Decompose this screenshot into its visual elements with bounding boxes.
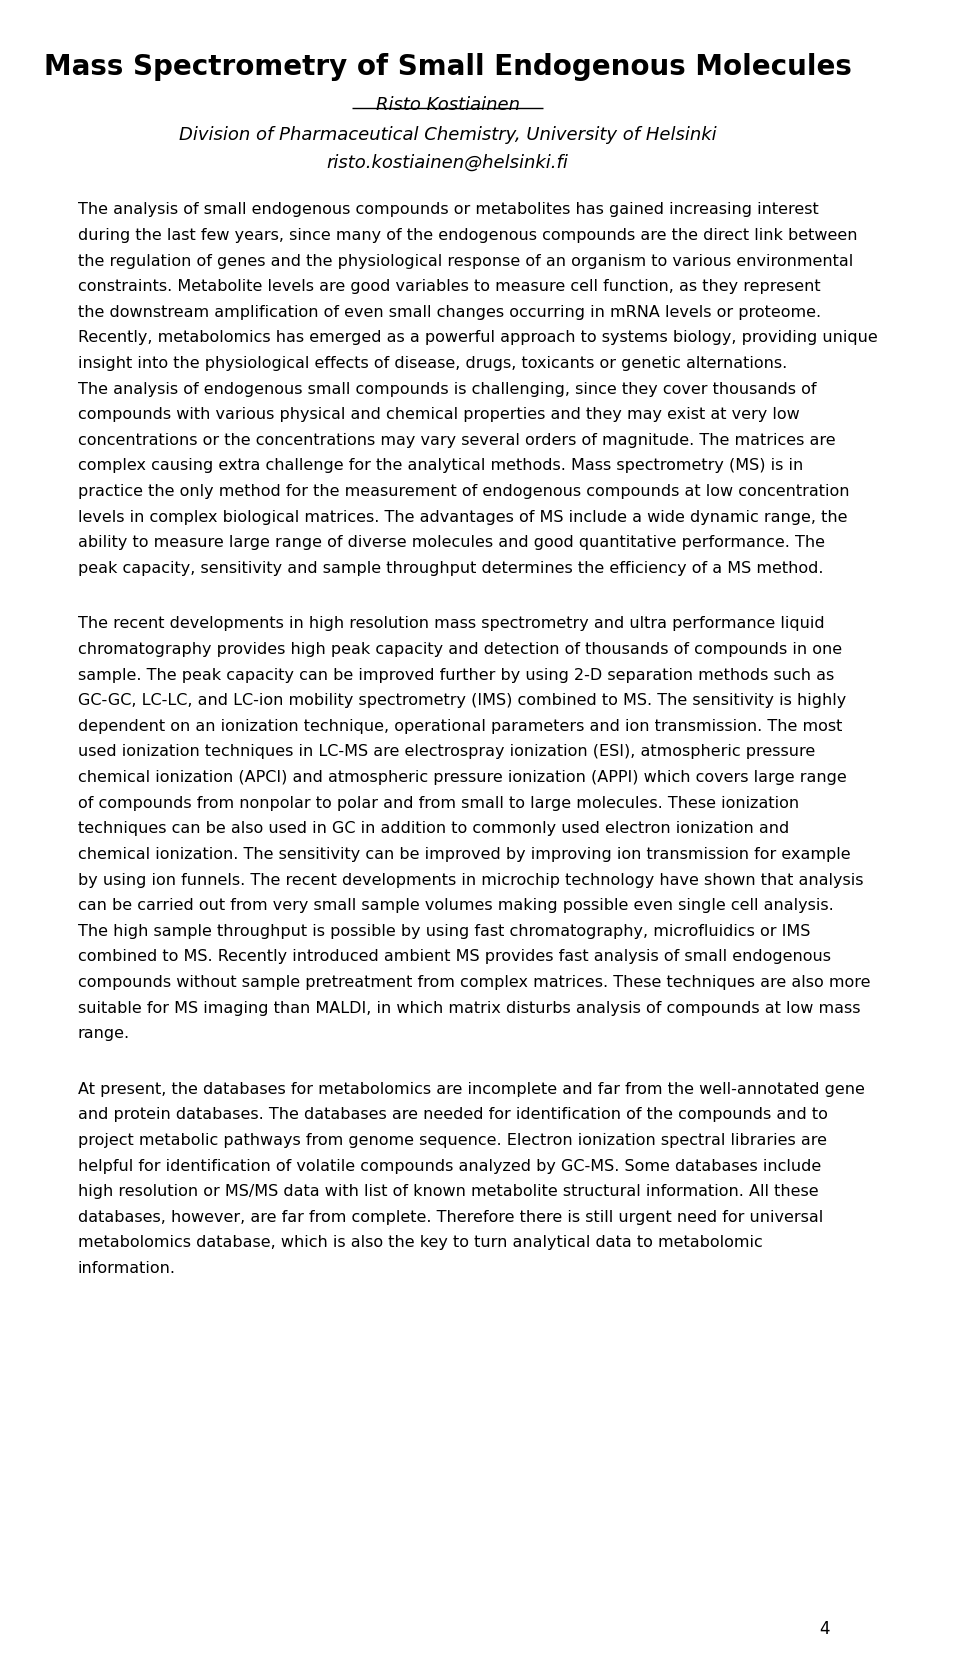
Text: chromatography provides high peak capacity and detection of thousands of compoun: chromatography provides high peak capaci… (78, 641, 842, 656)
Text: constraints. Metabolite levels are good variables to measure cell function, as t: constraints. Metabolite levels are good … (78, 278, 820, 293)
Text: At present, the databases for metabolomics are incomplete and far from the well-: At present, the databases for metabolomi… (78, 1080, 865, 1095)
Text: compounds without sample pretreatment from complex matrices. These techniques ar: compounds without sample pretreatment fr… (78, 974, 870, 989)
Text: complex causing extra challenge for the analytical methods. Mass spectrometry (M: complex causing extra challenge for the … (78, 457, 803, 474)
Text: the regulation of genes and the physiological response of an organism to various: the regulation of genes and the physiolo… (78, 254, 852, 268)
Text: peak capacity, sensitivity and sample throughput determines the efficiency of a : peak capacity, sensitivity and sample th… (78, 560, 823, 575)
Text: can be carried out from very small sample volumes making possible even single ce: can be carried out from very small sampl… (78, 898, 833, 913)
Text: The analysis of small endogenous compounds or metabolites has gained increasing : The analysis of small endogenous compoun… (78, 202, 819, 217)
Text: range.: range. (78, 1026, 130, 1041)
Text: concentrations or the concentrations may vary several orders of magnitude. The m: concentrations or the concentrations may… (78, 432, 835, 447)
Text: and protein databases. The databases are needed for identification of the compou: and protein databases. The databases are… (78, 1107, 828, 1122)
Text: databases, however, are far from complete. Therefore there is still urgent need : databases, however, are far from complet… (78, 1210, 823, 1225)
Text: The recent developments in high resolution mass spectrometry and ultra performan: The recent developments in high resoluti… (78, 616, 825, 631)
Text: by using ion funnels. The recent developments in microchip technology have shown: by using ion funnels. The recent develop… (78, 872, 863, 886)
Text: helpful for identification of volatile compounds analyzed by GC-MS. Some databas: helpful for identification of volatile c… (78, 1158, 821, 1173)
Text: project metabolic pathways from genome sequence. Electron ionization spectral li: project metabolic pathways from genome s… (78, 1132, 827, 1147)
Text: chemical ionization (APCI) and atmospheric pressure ionization (APPI) which cove: chemical ionization (APCI) and atmospher… (78, 769, 847, 784)
Text: chemical ionization. The sensitivity can be improved by improving ion transmissi: chemical ionization. The sensitivity can… (78, 847, 851, 862)
Text: 4: 4 (820, 1619, 830, 1637)
Text: metabolomics database, which is also the key to turn analytical data to metabolo: metabolomics database, which is also the… (78, 1234, 762, 1249)
Text: used ionization techniques in LC-MS are electrospray ionization (ESI), atmospher: used ionization techniques in LC-MS are … (78, 744, 815, 759)
Text: suitable for MS imaging than MALDI, in which matrix disturbs analysis of compoun: suitable for MS imaging than MALDI, in w… (78, 999, 860, 1016)
Text: high resolution or MS/MS data with list of known metabolite structural informati: high resolution or MS/MS data with list … (78, 1183, 818, 1198)
Text: compounds with various physical and chemical properties and they may exist at ve: compounds with various physical and chem… (78, 408, 800, 423)
Text: during the last few years, since many of the endogenous compounds are the direct: during the last few years, since many of… (78, 227, 857, 242)
Text: Recently, metabolomics has emerged as a powerful approach to systems biology, pr: Recently, metabolomics has emerged as a … (78, 330, 877, 345)
Text: risto.kostiainen@helsinki.fi: risto.kostiainen@helsinki.fi (326, 154, 568, 172)
Text: The analysis of endogenous small compounds is challenging, since they cover thou: The analysis of endogenous small compoun… (78, 381, 816, 396)
Text: of compounds from nonpolar to polar and from small to large molecules. These ion: of compounds from nonpolar to polar and … (78, 795, 799, 810)
Text: ability to measure large range of diverse molecules and good quantitative perfor: ability to measure large range of divers… (78, 535, 825, 550)
Text: dependent on an ionization technique, operational parameters and ion transmissio: dependent on an ionization technique, op… (78, 719, 842, 734)
Text: combined to MS. Recently introduced ambient MS provides fast analysis of small e: combined to MS. Recently introduced ambi… (78, 949, 830, 964)
Text: The high sample throughput is possible by using fast chromatography, microfluidi: The high sample throughput is possible b… (78, 923, 810, 938)
Text: Risto Kostiainen: Risto Kostiainen (375, 96, 519, 114)
Text: techniques can be also used in GC in addition to commonly used electron ionizati: techniques can be also used in GC in add… (78, 820, 789, 835)
Text: Division of Pharmaceutical Chemistry, University of Helsinki: Division of Pharmaceutical Chemistry, Un… (179, 126, 716, 144)
Text: levels in complex biological matrices. The advantages of MS include a wide dynam: levels in complex biological matrices. T… (78, 509, 847, 524)
Text: Mass Spectrometry of Small Endogenous Molecules: Mass Spectrometry of Small Endogenous Mo… (44, 53, 852, 81)
Text: GC-GC, LC-LC, and LC-ion mobility spectrometry (IMS) combined to MS. The sensiti: GC-GC, LC-LC, and LC-ion mobility spectr… (78, 693, 846, 708)
Text: the downstream amplification of even small changes occurring in mRNA levels or p: the downstream amplification of even sma… (78, 305, 821, 320)
Text: sample. The peak capacity can be improved further by using 2-D separation method: sample. The peak capacity can be improve… (78, 668, 834, 683)
Text: information.: information. (78, 1261, 176, 1276)
Text: practice the only method for the measurement of endogenous compounds at low conc: practice the only method for the measure… (78, 484, 850, 499)
Text: insight into the physiological effects of disease, drugs, toxicants or genetic a: insight into the physiological effects o… (78, 356, 787, 371)
